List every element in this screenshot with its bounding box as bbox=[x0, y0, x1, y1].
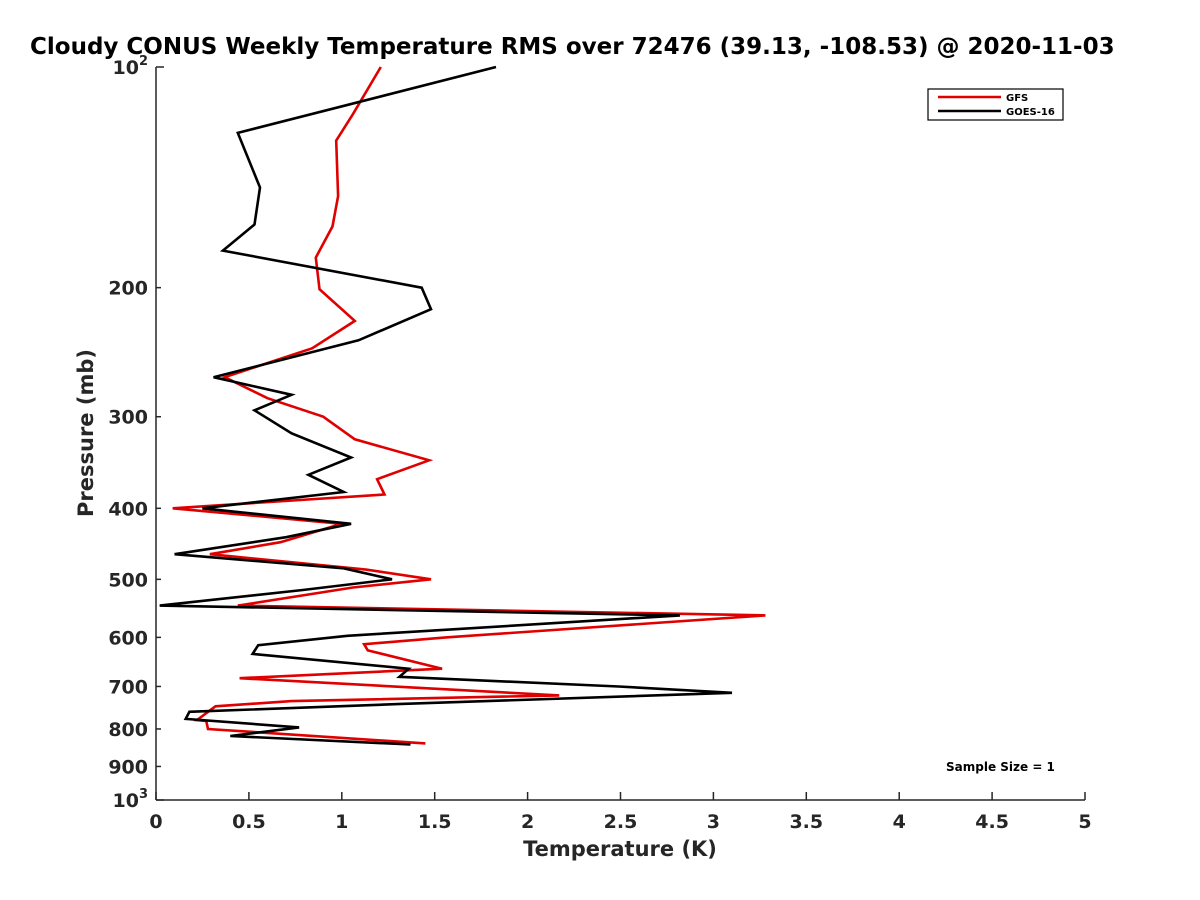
y-tick-label: 900 bbox=[108, 756, 148, 778]
y-tick-label-base: 500 bbox=[108, 569, 148, 591]
y-tick-label-base: 900 bbox=[108, 756, 148, 778]
x-axis-label: Temperature (K) bbox=[523, 837, 717, 861]
y-tick-label-base: 300 bbox=[108, 407, 148, 429]
legend-label-goes-16: GOES-16 bbox=[1006, 107, 1055, 118]
plot-area: 0 0.5 1 1.5 2 2.5 3 3.5 4 4.5 5 102200300400500600… bbox=[108, 54, 1091, 833]
x-tick-label: 4 bbox=[893, 811, 906, 833]
x-tick-label: 0 bbox=[149, 811, 162, 833]
x-tick-label: 2 bbox=[521, 811, 534, 833]
series-line-gfs bbox=[172, 66, 766, 745]
legend-box bbox=[927, 88, 1064, 121]
y-tick-label: 102 bbox=[113, 54, 149, 79]
chart-title: Cloudy CONUS Weekly Temperature RMS over… bbox=[30, 34, 1115, 60]
y-tick-label-base: 10 bbox=[113, 57, 139, 79]
y-tick-label: 500 bbox=[108, 569, 148, 591]
x-tick-label: 1 bbox=[335, 811, 348, 833]
series-layer bbox=[159, 65, 766, 746]
x-tick-label: 5 bbox=[1078, 811, 1091, 833]
x-tick-label: 1.5 bbox=[418, 811, 452, 833]
x-tick-label: 2.5 bbox=[604, 811, 638, 833]
y-tick-label: 400 bbox=[108, 498, 148, 520]
y-tick-label: 800 bbox=[108, 719, 148, 741]
x-tick-label: 0.5 bbox=[232, 811, 266, 833]
y-tick-label-base: 200 bbox=[108, 278, 148, 300]
y-tick-label: 300 bbox=[108, 407, 148, 429]
legend-label-gfs: GFS bbox=[1006, 93, 1028, 104]
y-tick-label: 700 bbox=[108, 676, 148, 698]
y-tick-label-exponent: 3 bbox=[139, 787, 148, 802]
y-tick-label-exponent: 2 bbox=[139, 54, 148, 69]
legend: GFS GOES-16 bbox=[927, 88, 1064, 121]
x-tick-label: 4.5 bbox=[975, 811, 1009, 833]
y-tick-label-base: 10 bbox=[113, 790, 139, 812]
y-tick-label: 200 bbox=[108, 278, 148, 300]
x-tick-label: 3 bbox=[707, 811, 720, 833]
y-tick-label-base: 600 bbox=[108, 627, 148, 649]
y-axis-label: Pressure (mb) bbox=[74, 349, 98, 517]
series-line-goes-16 bbox=[159, 65, 733, 746]
y-tick-label-base: 800 bbox=[108, 719, 148, 741]
y-tick-label-base: 400 bbox=[108, 498, 148, 520]
x-axis-ticks: 0 0.5 1 1.5 2 2.5 3 3.5 4 4.5 5 bbox=[149, 792, 1092, 833]
y-tick-label: 103 bbox=[113, 787, 149, 812]
y-tick-label: 600 bbox=[108, 627, 148, 649]
y-tick-label-base: 700 bbox=[108, 676, 148, 698]
sample-size-annotation: Sample Size = 1 bbox=[946, 760, 1055, 774]
x-tick-label: 3.5 bbox=[789, 811, 823, 833]
